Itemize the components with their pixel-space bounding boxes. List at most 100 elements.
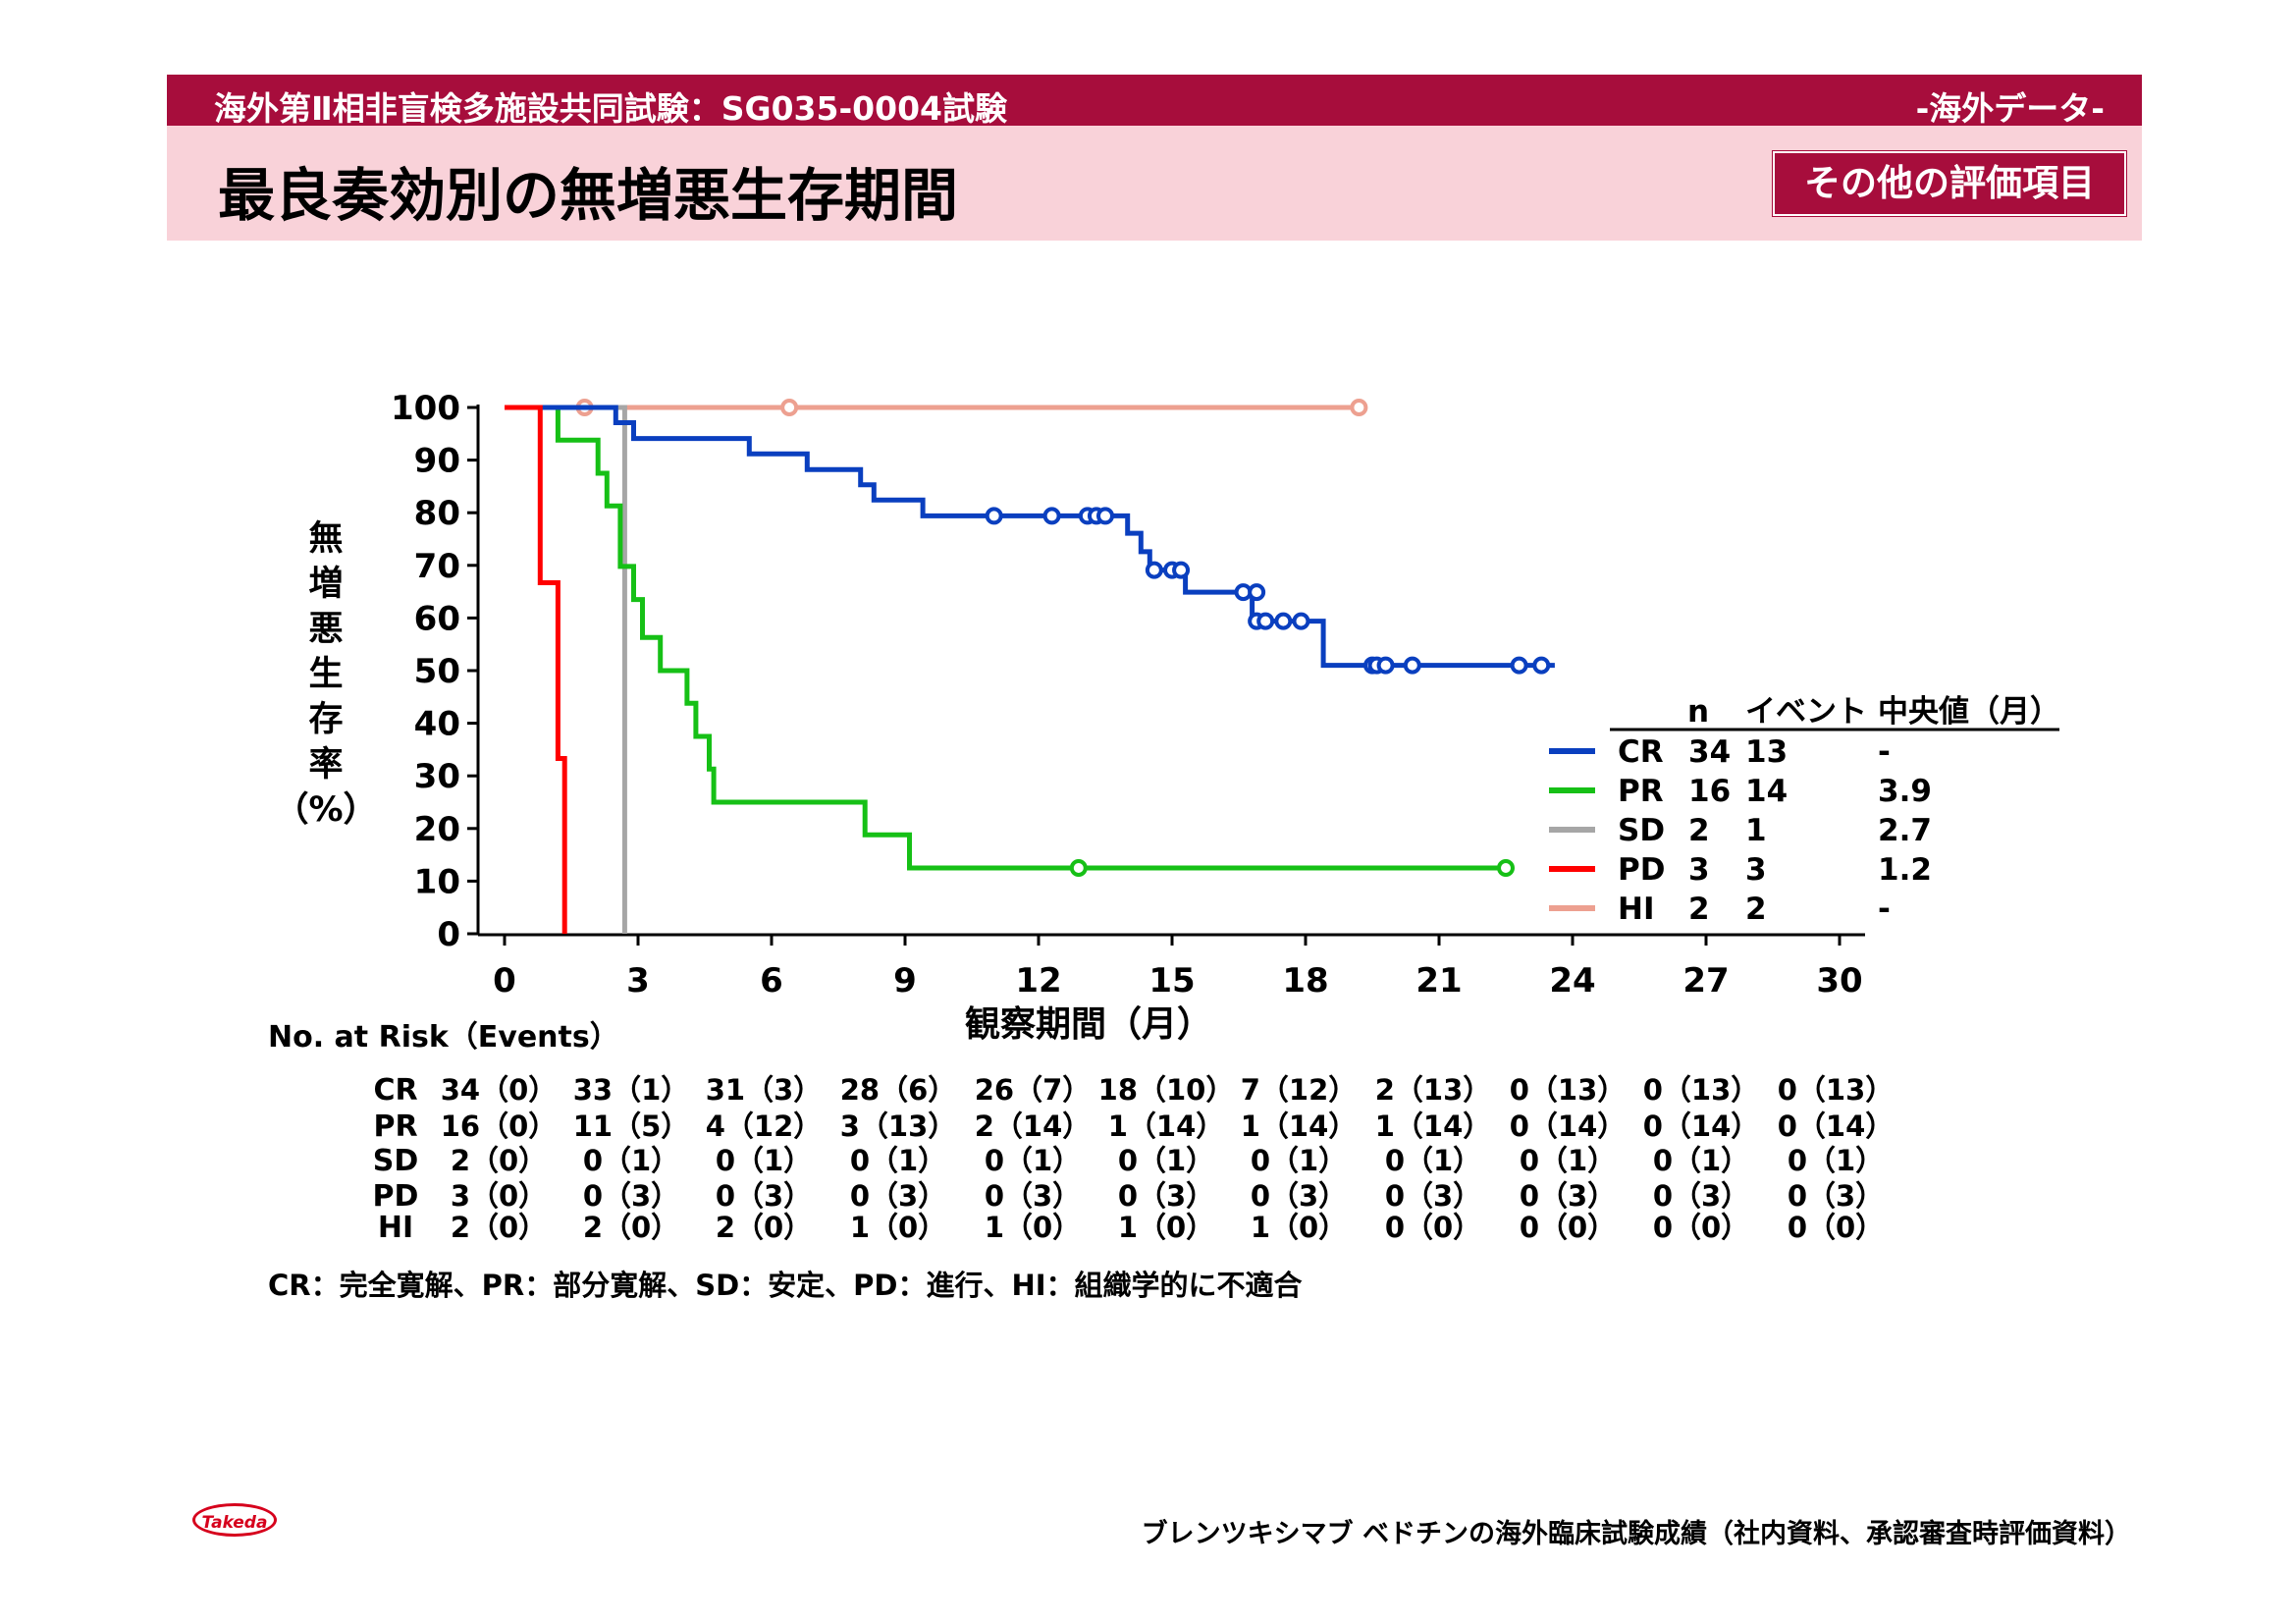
risk-cell: 1（0） [985,1211,1081,1244]
x-tick-label: 18 [1282,961,1328,1001]
risk-cell: 0（3） [583,1179,679,1213]
legend-events: 14 [1745,774,1788,809]
risk-cell: 0（1） [583,1144,679,1177]
censor-mark-hi [780,399,799,416]
risk-cell: 3（13） [840,1110,957,1143]
risk-cell: 0（1） [1788,1144,1884,1177]
risk-row-label: SD [373,1144,419,1178]
x-tick-label: 30 [1816,961,1862,1001]
censor-mark-cr [1145,561,1163,579]
risk-table-title: No. at Risk（Events） [268,1020,619,1055]
risk-cell: 0（1） [985,1144,1081,1177]
risk-cell: 2（13） [1375,1073,1492,1107]
censor-mark-cr [1510,656,1528,675]
legend-median: 2.7 [1878,813,1932,848]
risk-cell: 0（0） [1520,1211,1616,1244]
risk-cell: 31（3） [706,1073,823,1107]
y-tick-label: 30 [414,757,460,796]
legend-label: PR [1618,774,1664,809]
y-tick-label: 60 [414,599,460,638]
censor-mark-cr [1292,612,1310,630]
y-axis-label-char: 率 [308,745,343,785]
source-note: ブレンツキシマブ ベドチンの海外臨床試験成績（社内資料、承認審査時評価資料） [1141,1519,2131,1549]
y-tick-label: 20 [414,810,460,849]
risk-row-label: PD [373,1179,419,1214]
legend-median: - [1878,892,1891,927]
risk-cell: 16（0） [441,1110,558,1143]
risk-cell: 1（0） [1118,1211,1214,1244]
legend-median: 3.9 [1878,774,1932,809]
risk-cell: 3（0） [451,1179,547,1213]
y-axis-label-char: 増 [308,565,343,604]
risk-cell: 0（1） [716,1144,812,1177]
risk-cell: 0（3） [716,1179,812,1213]
risk-cell: 0（14） [1643,1110,1760,1143]
censor-mark-pr [1069,859,1088,877]
legend-median: - [1878,734,1891,770]
risk-cell: 0（14） [1510,1110,1627,1143]
y-axis-label-char: 悪 [308,610,343,649]
x-tick-label: 24 [1549,961,1595,1001]
legend-n: 3 [1688,852,1710,888]
risk-cell: 0（1） [1385,1144,1481,1177]
risk-cell: 0（3） [1118,1179,1214,1213]
x-tick-label: 0 [493,961,516,1001]
censor-mark-cr [1376,656,1395,675]
y-tick-label: 70 [414,547,460,586]
censor-mark-cr [1096,507,1114,525]
takeda-logo: Takeda [192,1503,277,1537]
x-tick-label: 9 [893,961,917,1001]
legend-n: 2 [1688,813,1710,848]
risk-cell: 0（3） [1788,1179,1884,1213]
legend-events: 13 [1745,734,1788,770]
y-axis-label-char: 存 [308,700,343,739]
risk-cell: 0（0） [1788,1211,1884,1244]
risk-cell: 2（0） [451,1144,547,1177]
censor-mark-cr [1248,583,1266,602]
category-badge: その他の評価項目 [1773,151,2126,216]
censor-mark-cr [1256,612,1275,630]
y-tick-label: 0 [437,915,460,954]
y-axis-label-char: （%） [274,790,377,830]
censor-mark-cr [1532,656,1551,675]
curve-cr [505,405,1555,669]
risk-cell: 0（13） [1643,1073,1760,1107]
risk-cell: 0（1） [1251,1144,1347,1177]
censor-mark-cr [985,507,1003,525]
y-axis-label-char: 無 [308,519,343,559]
x-tick-label: 27 [1682,961,1729,1001]
censor-mark-cr [1042,507,1061,525]
x-tick-label: 21 [1415,961,1462,1001]
legend-events: 1 [1745,813,1767,848]
risk-row-label: HI [378,1211,413,1245]
risk-cell: 2（14） [975,1110,1092,1143]
risk-cell: 0（1） [1118,1144,1214,1177]
risk-cell: 0（14） [1778,1110,1895,1143]
title-bar: 最良奏効別の無増悪生存期間 その他の評価項目 [167,126,2142,241]
risk-cell: 7（12） [1241,1073,1358,1107]
study-banner: 海外第Ⅱ相非盲検多施設共同試験：SG035-0004試験 -海外データ- [167,75,2142,128]
risk-cell: 0（3） [1653,1179,1749,1213]
risk-cell: 0（1） [1653,1144,1749,1177]
x-axis-label: 観察期間（月） [965,1004,1212,1045]
legend-label: HI [1618,892,1654,927]
legend-header-median: 中央値（月） [1878,694,2060,730]
x-tick-label: 6 [760,961,783,1001]
censor-mark-hi [1350,399,1368,416]
legend-label: CR [1618,734,1664,770]
risk-cell: 2（0） [451,1211,547,1244]
y-tick-label: 50 [414,652,460,691]
curve-pd [505,405,567,934]
x-tick-label: 3 [626,961,650,1001]
risk-cell: 4（12） [706,1110,823,1143]
risk-cell: 0（3） [1251,1179,1347,1213]
risk-cell: 1（14） [1108,1110,1225,1143]
censor-mark-pr [1497,859,1515,877]
risk-cell: 0（13） [1510,1073,1627,1107]
legend-n: 16 [1688,774,1731,809]
legend-header-n: n [1687,694,1709,730]
x-tick-label: 15 [1148,961,1195,1001]
legend-n: 2 [1688,892,1710,927]
risk-cell: 1（0） [850,1211,946,1244]
